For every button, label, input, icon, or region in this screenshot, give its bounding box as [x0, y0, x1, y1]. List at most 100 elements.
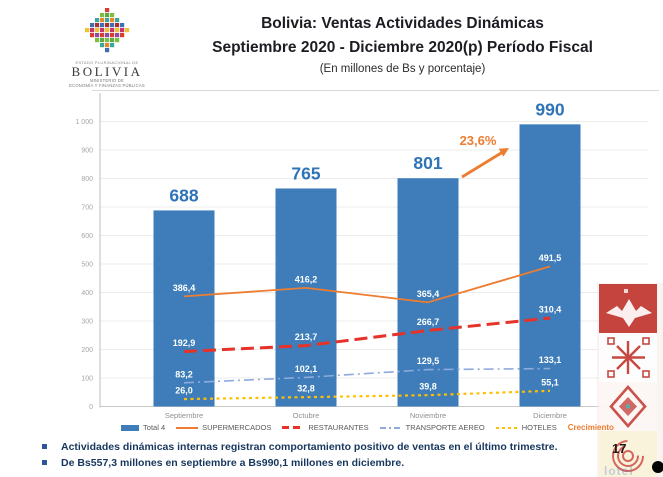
legend-label: SUPERMERCADOS [202, 423, 272, 432]
logo-mosaic-square [85, 28, 90, 33]
logo-mosaic-square [90, 28, 95, 33]
logo-mosaic-square [110, 13, 115, 18]
logo-mosaic-square [95, 23, 100, 28]
series-value-label: 26,0 [175, 386, 193, 396]
logo-mosaic-square [110, 33, 115, 38]
header-divider [92, 90, 659, 91]
legend-item-hoteles: HOTELES [495, 423, 557, 432]
logo-mosaic-square [120, 28, 125, 33]
bullet-item: De Bs557,3 millones en septiembre a Bs99… [42, 457, 404, 470]
y-tick-label: 300 [81, 319, 93, 326]
chart-title-line1: Bolivia: Ventas Actividades Dinámicas [261, 15, 544, 32]
logo-mosaic-square [95, 18, 100, 23]
legend-item-supermercados: SUPERMERCADOS [176, 423, 271, 432]
growth-arrow-head-icon [498, 148, 509, 157]
series-value-label: 266,7 [417, 317, 440, 327]
legend-swatch-icon [379, 426, 402, 429]
pattern-tile-spiral [599, 431, 657, 477]
logo-mosaic-square [115, 38, 120, 43]
logo-mosaic-square [105, 33, 110, 38]
x-axis-label-octubre: Octubre [293, 411, 320, 420]
x-axis-label-noviembre: Noviembre [410, 411, 446, 420]
bar-total-label: 990 [535, 99, 564, 119]
logo-mosaic-square [95, 28, 100, 33]
logo-country-text: BOLIVIA [71, 64, 143, 79]
logo-mosaic-square [125, 28, 130, 33]
line-series-transporte-aereo [183, 367, 551, 384]
y-tick-label: 100 [81, 376, 93, 383]
series-value-label: 39,8 [419, 382, 437, 392]
bar-total-label: 688 [169, 185, 198, 205]
chart-legend: Total 4 SUPERMERCADOS RESTAURANTES TRANSPOR… [96, 423, 639, 432]
logo-ministry-line2: ECONOMÍA Y FINANZAS PÚBLICAS [69, 83, 145, 88]
logo-mosaic-square [110, 38, 115, 43]
pattern-tile-bird [599, 284, 657, 333]
bullet-text-1: Actividades dinámicas internas registran… [61, 441, 558, 453]
legend-label: RESTAURANTES [308, 423, 369, 432]
y-tick-label: 700 [81, 205, 93, 212]
logo-ministry-line1: MINISTERIO DE [89, 78, 124, 83]
logo-mosaic-square [100, 13, 105, 18]
total-bar-septiembre [153, 210, 215, 407]
series-value-label: 102,1 [295, 364, 318, 374]
page-number: 17 [612, 441, 627, 456]
series-value-label: 416,2 [295, 274, 318, 284]
series-value-label: 310,4 [539, 305, 562, 315]
line-series-supermercados [183, 265, 551, 304]
logo-mosaic-square [105, 48, 110, 53]
logo-mosaic-square [105, 43, 110, 48]
corner-dot-decoration [652, 461, 663, 473]
pattern-tile-snowflake [599, 333, 657, 382]
chakana-logo-icon [85, 8, 130, 53]
slide-title-block: Bolivia: Ventas Actividades Dinámicas Se… [150, 12, 655, 78]
legend-swatch-icon [282, 426, 305, 429]
x-axis-label-diciembre: Diciembre [533, 411, 567, 420]
bar-total-label: 765 [291, 163, 320, 183]
logo-mosaic-square [100, 33, 105, 38]
logo-mosaic-square [100, 38, 105, 43]
series-value-label: 491,5 [539, 253, 562, 263]
legend-item-restaurantes: RESTAURANTES [282, 423, 369, 432]
line-series-restaurantes [183, 316, 551, 354]
legend-label: Total 4 [143, 423, 166, 432]
legend-label: Crecimiento [567, 423, 614, 432]
logo-mosaic-square [105, 23, 110, 28]
growth-percentage-label: 23,6% [460, 133, 497, 148]
bullet-text-2: De Bs557,3 millones en septiembre a Bs99… [61, 457, 405, 469]
bullet-item: Actividades dinámicas internas registran… [42, 441, 558, 454]
legend-item-transporte-aereo: TRANSPORTE AEREO [379, 423, 485, 432]
series-value-label: 129,5 [417, 356, 440, 366]
logo-mosaic-square [115, 23, 120, 28]
y-tick-label: 0 [89, 404, 93, 411]
logo-mosaic-square [90, 33, 95, 38]
logo-mosaic-square [120, 33, 125, 38]
logo-mosaic-square [100, 23, 105, 28]
series-value-label: 192,9 [173, 338, 196, 348]
growth-arrow-line [461, 151, 503, 179]
legend-label: TRANSPORTE AEREO [405, 423, 485, 432]
y-tick-label: 800 [81, 176, 93, 183]
logo-mosaic-square [115, 33, 120, 38]
x-axis-label-septiembre: Septiembre [165, 411, 203, 420]
logo-mosaic-square [110, 43, 115, 48]
logo-mosaic-square [105, 8, 110, 13]
series-value-label: 32,8 [297, 384, 315, 394]
bar-total-label: 801 [413, 153, 442, 173]
series-value-label: 133,1 [539, 355, 562, 365]
logo-mosaic-square [100, 28, 105, 33]
y-tick-label: 900 [81, 148, 93, 155]
series-value-label: 365,4 [417, 289, 440, 299]
logo-estado-text: ESTADO PLURINACIONAL DE [75, 60, 139, 65]
total-bar-diciembre [519, 124, 581, 407]
series-value-label: 386,4 [173, 283, 196, 293]
chart-title-line2: Septiembre 2020 - Diciembre 2020(p) Perí… [212, 39, 593, 56]
legend-swatch-icon [495, 426, 518, 429]
legend-swatch-icon [121, 424, 140, 431]
total-bar-noviembre [397, 178, 459, 407]
logo-mosaic-square [110, 18, 115, 23]
logo-mosaic-square [115, 28, 120, 33]
logo-mosaic-square [105, 18, 110, 23]
bolivia-ministry-logo: ESTADO PLURINACIONAL DE BOLIVIA MINISTER… [68, 8, 146, 88]
